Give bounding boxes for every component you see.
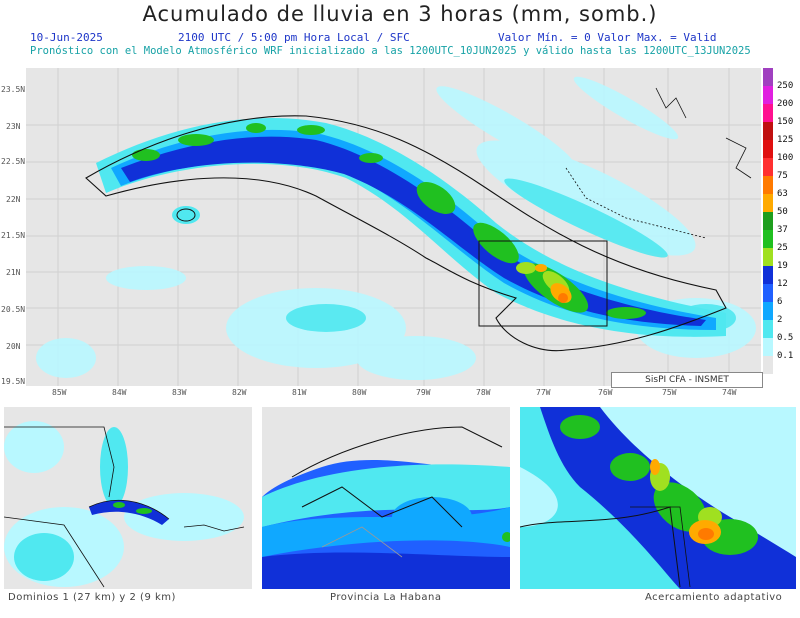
lat-label: 23N <box>6 122 21 131</box>
lon-label: 82W <box>232 388 247 397</box>
scale-swatch <box>763 248 773 266</box>
scale-swatch <box>763 266 773 284</box>
scale-label: 200 <box>777 99 794 109</box>
domains-caption: Dominios 1 (27 km) y 2 (9 km) <box>8 592 176 603</box>
scale-label: 63 <box>777 189 788 199</box>
scale-label: 25 <box>777 243 788 253</box>
lon-label: 77W <box>536 388 551 397</box>
zoom-map <box>520 407 796 589</box>
scale-label: 0.1 <box>777 351 794 361</box>
scale-label: 100 <box>777 153 794 163</box>
scale-swatch <box>763 356 773 374</box>
scale-swatch <box>763 194 773 212</box>
forecast-date: 10-Jun-2025 <box>30 31 103 44</box>
lon-label: 81W <box>292 388 307 397</box>
scale-label: 6 <box>777 297 783 307</box>
map-title: Acumulado de lluvia en 3 horas (mm, somb… <box>142 2 658 26</box>
scale-swatch <box>763 140 773 158</box>
scale-swatch <box>763 158 773 176</box>
scale-label: 37 <box>777 225 788 235</box>
scale-swatch <box>763 212 773 230</box>
lon-label: 75W <box>662 388 677 397</box>
havana-map <box>262 407 510 589</box>
scale-swatch <box>763 176 773 194</box>
zoom-caption: Acercamiento adaptativo <box>645 592 783 603</box>
lat-label: 21.5N <box>1 231 26 240</box>
scale-swatch <box>763 320 773 338</box>
lat-label: 20.5N <box>1 305 26 314</box>
lat-label: 21N <box>6 268 21 277</box>
lon-label: 74W <box>722 388 737 397</box>
lon-label: 83W <box>172 388 187 397</box>
credit-badge: SisPI CFA - INSMET <box>611 372 763 388</box>
havana-caption: Provincia La Habana <box>330 592 442 603</box>
scale-swatch <box>763 68 773 86</box>
domains-map <box>4 407 252 589</box>
lat-label: 23.5N <box>1 85 26 94</box>
forecast-time: 2100 UTC / 5:00 pm Hora Local / SFC <box>178 31 410 44</box>
scale-label: 0.5 <box>777 333 794 343</box>
scale-swatch <box>763 122 773 140</box>
scale-label: 12 <box>777 279 788 289</box>
scale-swatch <box>763 104 773 122</box>
lon-label: 76W <box>598 388 613 397</box>
scale-label: 125 <box>777 135 794 145</box>
scale-swatch <box>763 230 773 248</box>
scale-swatch <box>763 86 773 104</box>
scale-label: 150 <box>777 117 794 127</box>
scale-swatch <box>763 284 773 302</box>
scale-label: 250 <box>777 81 794 91</box>
rainfall-map <box>26 68 761 386</box>
scale-label: 2 <box>777 315 783 325</box>
lat-label: 19.5N <box>1 377 26 386</box>
scale-label: 19 <box>777 261 788 271</box>
scale-swatch <box>763 302 773 320</box>
forecast-description: Pronóstico con el Modelo Atmosférico WRF… <box>30 45 751 57</box>
lon-label: 79W <box>416 388 431 397</box>
lon-label: 80W <box>352 388 367 397</box>
lat-label: 22.5N <box>1 157 26 166</box>
scale-swatch <box>763 338 773 356</box>
value-range: Valor Mín. = 0 Valor Max. = Valid <box>498 31 717 44</box>
lon-label: 85W <box>52 388 67 397</box>
lon-label: 84W <box>112 388 127 397</box>
lat-label: 22N <box>6 195 21 204</box>
lon-label: 78W <box>476 388 491 397</box>
lat-label: 20N <box>6 342 21 351</box>
scale-label: 50 <box>777 207 788 217</box>
scale-label: 75 <box>777 171 788 181</box>
